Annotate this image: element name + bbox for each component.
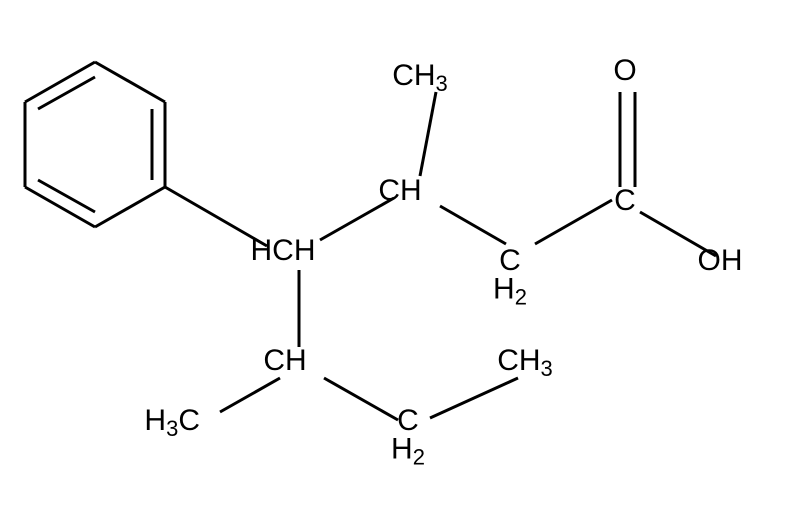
bond (420, 92, 436, 176)
bond (95, 62, 165, 102)
bond (430, 378, 518, 418)
atom-H3C: H3C (144, 404, 200, 441)
bond (220, 378, 280, 412)
atom-CH2_mid: CH2 (493, 244, 527, 310)
atom-CH3_top: CH3 (392, 59, 448, 96)
atom-CH2_low: CH2 (391, 404, 425, 470)
bond (535, 200, 612, 244)
molecule-structure: CH3OCHCHCHCH2OHCHCH3H3CCH2 (0, 0, 800, 505)
bond (95, 187, 165, 227)
atom-OH: OH (698, 244, 743, 277)
bond (324, 378, 398, 420)
atom-CH_left: HCH (250, 234, 315, 267)
atom-O_dbl: O (613, 54, 636, 87)
atom-CH3_right: CH3 (497, 344, 553, 381)
atom-CH_low: CH (263, 344, 306, 377)
atom-CH_mid: CH (378, 174, 421, 207)
atom-labels: CH3OCHCHCHCH2OHCHCH3H3CCH2 (144, 54, 742, 470)
bond (38, 180, 95, 212)
atom-C_carboxyl: C (614, 184, 636, 217)
bond (38, 77, 95, 109)
bond (440, 206, 506, 244)
bonds (25, 62, 716, 420)
